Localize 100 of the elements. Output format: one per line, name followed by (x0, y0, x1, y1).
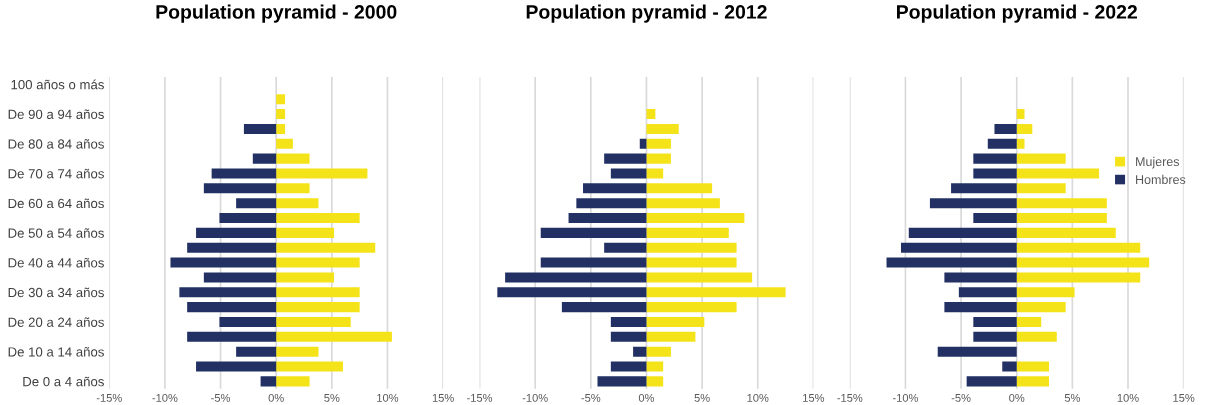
y-tick-label: De 80 a 84 años (8, 139, 104, 149)
bar (610, 361, 647, 372)
x-tick-label: -10% (892, 393, 919, 402)
bar (966, 376, 1017, 387)
bar (944, 302, 1017, 313)
bar (646, 123, 679, 134)
bar (1016, 316, 1042, 328)
x-tick-label: -15% (96, 394, 122, 402)
x-tick-label: -5% (211, 394, 231, 402)
bar (276, 376, 310, 387)
bar (937, 346, 1017, 357)
bar (646, 376, 664, 387)
bar (276, 138, 293, 149)
bar (219, 212, 277, 224)
bar (646, 138, 671, 149)
bar (276, 287, 360, 298)
bar (973, 212, 1017, 224)
bar (276, 272, 335, 283)
legend-label: Hombres (1136, 174, 1186, 185)
y-tick-label: De 10 a 14 años (8, 346, 104, 357)
bar (886, 257, 1017, 268)
bar (276, 109, 286, 120)
bar (219, 316, 277, 328)
bar (252, 153, 277, 164)
bar (236, 198, 277, 209)
bar (610, 316, 647, 328)
bar (276, 361, 343, 372)
bar (196, 227, 277, 238)
bar (646, 227, 729, 238)
bar (276, 198, 319, 209)
bar (929, 198, 1017, 209)
bar (540, 227, 647, 238)
bar (987, 138, 1017, 149)
y-tick-label: De 0 a 4 años (23, 376, 104, 387)
bar (568, 212, 647, 224)
bar (1016, 109, 1025, 120)
bar (646, 302, 737, 313)
bar (958, 287, 1017, 298)
bar (1016, 212, 1107, 224)
chart-title: Population pyramid - 2000 (156, 4, 397, 23)
bar (1002, 361, 1017, 372)
bar (646, 183, 713, 194)
bar (276, 212, 360, 224)
bar (597, 376, 647, 387)
x-tick-label: 0% (268, 393, 284, 402)
bar (646, 242, 737, 253)
y-tick-label: De 30 a 34 años (8, 287, 104, 298)
bar (646, 331, 696, 342)
bar (646, 109, 656, 120)
bar (276, 227, 335, 238)
bar (276, 331, 392, 342)
y-tick-label: De 90 a 94 años (8, 109, 104, 119)
y-tick-label: De 60 a 64 años (8, 198, 104, 209)
bar (203, 183, 277, 194)
x-tick-label: 0% (1009, 393, 1025, 402)
chart-title: Population pyramid - 2022 (897, 4, 1137, 23)
bar (583, 183, 647, 194)
bar (1016, 138, 1025, 149)
bar (170, 257, 277, 268)
y-tick-label: De 50 a 54 años (8, 228, 104, 238)
bar (276, 123, 286, 134)
bar (951, 183, 1017, 194)
bar (1016, 331, 1057, 342)
bar (576, 198, 647, 209)
bar (497, 287, 647, 298)
bar (276, 346, 319, 357)
x-tick-label: 0% (638, 393, 655, 402)
bar (1016, 168, 1100, 179)
bar (187, 242, 277, 253)
bar (540, 257, 647, 268)
bar (646, 153, 671, 164)
bar (646, 287, 786, 298)
bar (610, 168, 647, 179)
bar (973, 153, 1017, 164)
bar (604, 242, 647, 253)
bar (196, 361, 277, 372)
bar (639, 138, 647, 149)
bar (187, 302, 277, 313)
bar (211, 168, 277, 179)
bar (646, 316, 705, 328)
bar (1016, 153, 1066, 164)
bar (1016, 227, 1116, 238)
x-tick-label: 5% (324, 394, 340, 402)
x-tick-label: -10% (522, 393, 548, 402)
bar (276, 257, 360, 268)
x-tick-label: 15% (432, 394, 454, 402)
bar (646, 198, 720, 209)
x-tick-label: 10% (1117, 393, 1139, 402)
bar (646, 212, 745, 224)
bar (646, 257, 737, 268)
bar (646, 168, 664, 179)
y-tick-label: De 20 a 24 años (8, 317, 104, 327)
x-tick-label: -15% (467, 394, 493, 402)
bar (1016, 242, 1141, 253)
bar (1016, 302, 1066, 313)
bar (276, 316, 351, 328)
bar (944, 272, 1017, 283)
y-tick-label: De 70 a 74 años (8, 168, 104, 179)
bar (260, 376, 277, 387)
bar (1016, 361, 1049, 372)
